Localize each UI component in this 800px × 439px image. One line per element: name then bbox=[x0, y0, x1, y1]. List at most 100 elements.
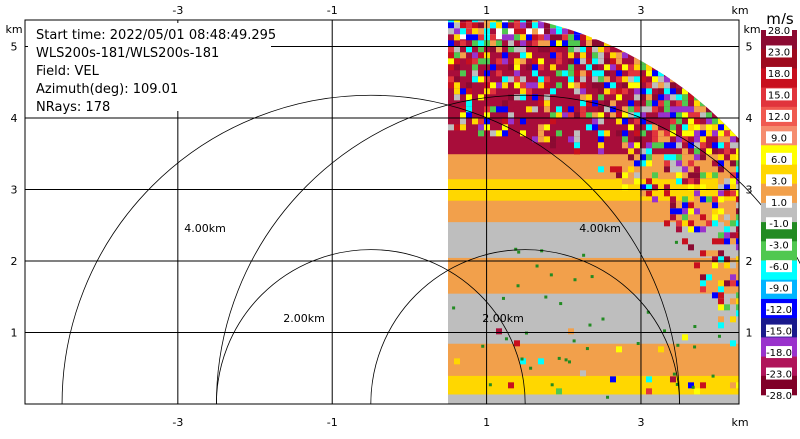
velocity-pixel bbox=[543, 106, 550, 113]
velocity-pixel bbox=[639, 76, 646, 83]
velocity-pixel bbox=[705, 274, 712, 281]
velocity-pixel bbox=[717, 196, 724, 203]
colorbar-label: 15.0 bbox=[768, 90, 790, 101]
velocity-pixel bbox=[735, 220, 739, 227]
velocity-pixel bbox=[531, 94, 538, 101]
velocity-pixel bbox=[735, 172, 739, 179]
velocity-pixel bbox=[525, 22, 532, 29]
velocity-pixel bbox=[609, 106, 616, 113]
velocity-pixel bbox=[735, 196, 739, 203]
velocity-pixel bbox=[699, 136, 706, 143]
velocity-pixel bbox=[537, 136, 544, 143]
velocity-pixel bbox=[531, 28, 538, 35]
velocity-pixel bbox=[675, 142, 682, 149]
velocity-pixel bbox=[663, 100, 670, 107]
y-tick-label-left: 4 bbox=[11, 112, 18, 125]
colorbar-label-background bbox=[766, 281, 792, 294]
velocity-pixel bbox=[573, 40, 580, 47]
velocity-pixel bbox=[645, 160, 652, 167]
velocity-pixel bbox=[447, 34, 454, 41]
velocity-pixel bbox=[735, 154, 739, 161]
velocity-pixel bbox=[519, 58, 526, 65]
velocity-pixel bbox=[742, 16, 748, 22]
velocity-pixel bbox=[699, 184, 706, 191]
velocity-pixel bbox=[754, 88, 760, 94]
velocity-pixel bbox=[748, 154, 754, 160]
colorbar-label-background bbox=[766, 195, 792, 208]
y-tick-label-right: 5 bbox=[746, 40, 753, 53]
velocity-pixel bbox=[489, 40, 496, 47]
colorbar-label: -23.0 bbox=[766, 370, 792, 381]
velocity-pixel bbox=[567, 34, 574, 41]
velocity-pixel bbox=[465, 22, 472, 29]
velocity-pixel bbox=[604, 10, 610, 16]
velocity-pixel bbox=[603, 58, 610, 65]
velocity-pixel bbox=[717, 130, 724, 137]
velocity-pixel bbox=[603, 64, 610, 71]
velocity-pixel bbox=[615, 58, 622, 65]
velocity-pixel bbox=[471, 22, 478, 29]
velocity-pixel bbox=[507, 20, 514, 23]
velocity-pixel bbox=[718, 10, 724, 16]
velocity-pixel bbox=[524, 331, 528, 335]
velocity-pixel bbox=[663, 190, 670, 197]
velocity-pixel bbox=[609, 64, 616, 71]
velocity-pixel bbox=[687, 226, 694, 233]
velocity-pixel bbox=[729, 340, 736, 347]
velocity-pixel bbox=[471, 118, 478, 125]
velocity-pixel bbox=[687, 220, 694, 227]
velocity-pixel bbox=[742, 154, 748, 160]
velocity-pixel bbox=[693, 226, 700, 233]
velocity-pixel bbox=[735, 184, 739, 191]
velocity-pixel bbox=[687, 130, 694, 137]
velocity-pixel bbox=[477, 52, 484, 59]
velocity-pixel bbox=[717, 166, 724, 173]
velocity-pixel bbox=[748, 286, 754, 292]
velocity-pixel bbox=[549, 28, 556, 35]
velocity-pixel bbox=[531, 34, 538, 41]
velocity-pixel bbox=[711, 262, 718, 269]
colorbar-label: 3.0 bbox=[771, 176, 787, 187]
velocity-pixel bbox=[742, 136, 748, 142]
velocity-pixel bbox=[699, 124, 706, 131]
velocity-pixel bbox=[657, 136, 664, 143]
velocity-pixel bbox=[651, 142, 658, 149]
velocity-pixel bbox=[723, 184, 730, 191]
colorbar-label-background bbox=[766, 389, 792, 401]
velocity-pixel bbox=[754, 316, 760, 322]
velocity-pixel bbox=[513, 46, 520, 53]
velocity-pixel bbox=[501, 130, 508, 137]
velocity-pixel bbox=[742, 70, 748, 76]
velocity-pixel bbox=[531, 82, 538, 89]
velocity-pixel bbox=[597, 64, 604, 71]
velocity-pixel bbox=[729, 160, 736, 167]
velocity-pixel bbox=[519, 130, 526, 137]
velocity-pixel bbox=[579, 64, 586, 71]
colorbar-unit: m/s bbox=[766, 10, 794, 28]
velocity-pixel bbox=[472, 10, 478, 16]
velocity-pixel bbox=[729, 220, 736, 227]
velocity-pixel bbox=[681, 100, 688, 107]
velocity-pixel bbox=[471, 46, 478, 53]
velocity-pixel bbox=[693, 166, 700, 173]
velocity-pixel bbox=[693, 220, 700, 227]
velocity-pixel bbox=[675, 382, 679, 386]
velocity-pixel bbox=[495, 40, 502, 47]
y-tick-label-right: 1 bbox=[746, 326, 753, 339]
velocity-pixel bbox=[742, 100, 748, 106]
velocity-pixel bbox=[742, 130, 748, 136]
velocity-pixel bbox=[561, 34, 568, 41]
colorbar-label-background bbox=[766, 131, 792, 144]
velocity-pixel bbox=[633, 172, 640, 179]
velocity-pixel bbox=[711, 238, 718, 245]
x-tick-label-top: 3 bbox=[637, 4, 644, 17]
velocity-pixel bbox=[516, 284, 520, 288]
velocity-pixel bbox=[723, 220, 730, 227]
velocity-pixel bbox=[693, 345, 697, 349]
velocity-pixel bbox=[615, 112, 622, 119]
velocity-pixel bbox=[495, 22, 502, 29]
velocity-pixel bbox=[477, 76, 484, 83]
plot-frame bbox=[24, 19, 740, 405]
colorbar-label-background bbox=[766, 45, 792, 58]
colorbar: m/s28.0 23.0 18.0 15.0 12.0 9.0 6.0 3.0 1.0 -1.0 -… bbox=[761, 10, 797, 402]
